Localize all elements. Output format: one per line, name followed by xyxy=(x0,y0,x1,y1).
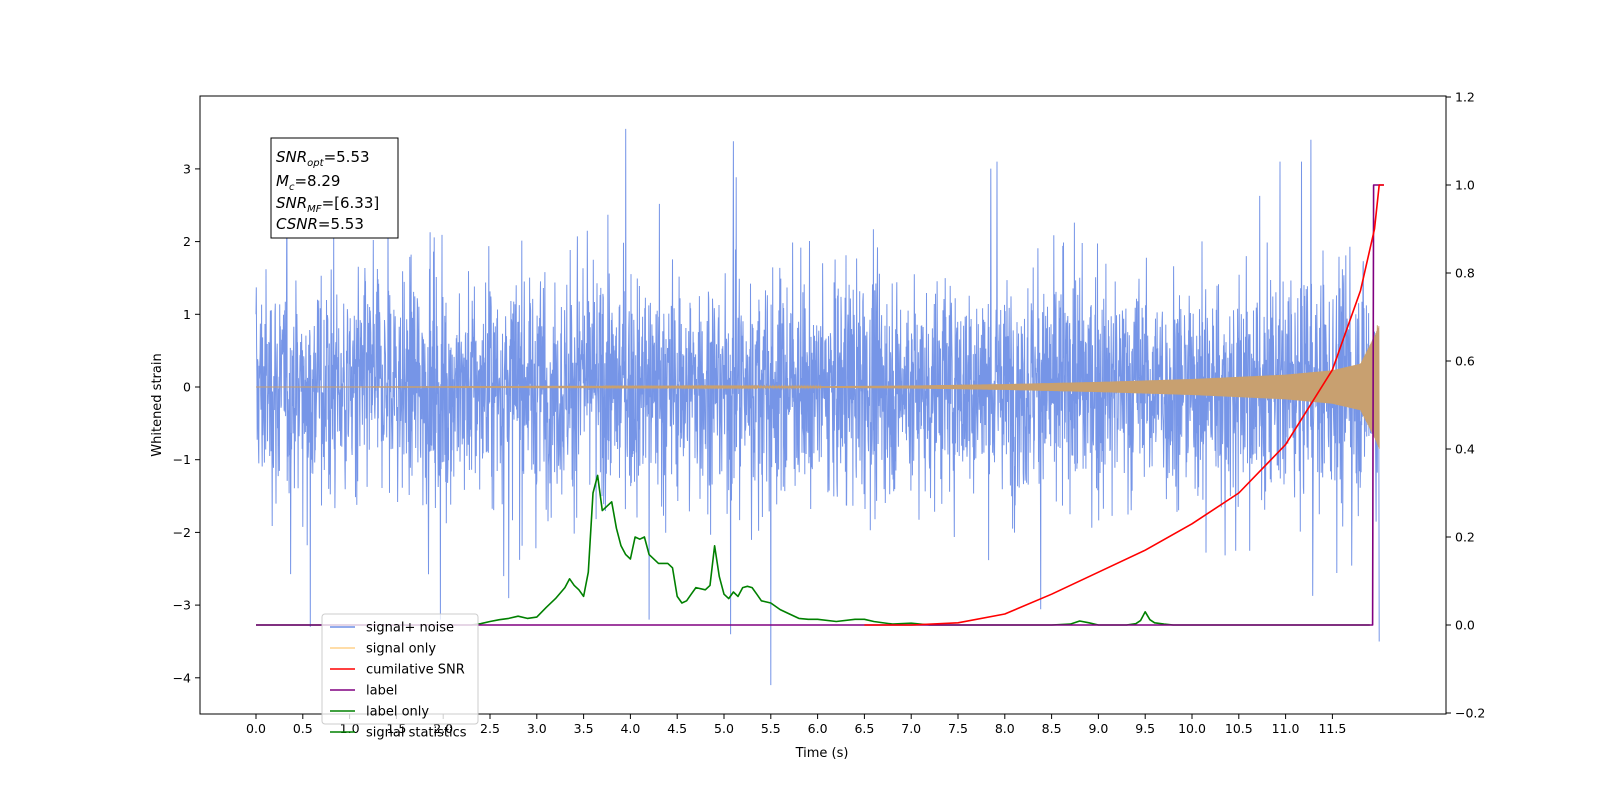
annotation-box: SNRopt=5.53 Mc=8.29 SNRMF=[6.33] CSNR=5.… xyxy=(270,137,399,239)
label-line xyxy=(256,184,1384,626)
series-cumulative-snr xyxy=(864,184,1384,626)
x-tick-label: 3.0 xyxy=(527,721,547,736)
annotation-mc: Mc=8.29 xyxy=(276,172,340,193)
x-tick-label: 2.5 xyxy=(480,721,500,736)
y-right-tick-label: 1.0 xyxy=(1455,178,1475,193)
y-right-tick-label: −0.2 xyxy=(1455,706,1485,721)
y-right-tick-label: 0.2 xyxy=(1455,530,1475,545)
x-tick-label: 9.0 xyxy=(1088,721,1108,736)
x-tick-label: 11.0 xyxy=(1272,721,1300,736)
x-tick-label: 3.5 xyxy=(574,721,594,736)
legend-label: label xyxy=(366,684,397,699)
x-tick-label: 6.0 xyxy=(808,721,828,736)
x-tick-label: 5.5 xyxy=(761,721,781,736)
x-tick-label: 6.5 xyxy=(854,721,874,736)
series-signal-noise xyxy=(255,128,1380,686)
x-tick-label: 0.0 xyxy=(246,721,266,736)
y-tick-label: 2 xyxy=(183,234,191,249)
y-tick-label: −2 xyxy=(173,525,191,540)
signal-noise-line xyxy=(255,128,1380,686)
y-axis-ticks: 3 2 1 0 −1 −2 −3 −4 xyxy=(173,161,200,685)
x-tick-label: 11.5 xyxy=(1318,721,1346,736)
x-tick-label: 7.5 xyxy=(948,721,968,736)
y-right-tick-label: 0.0 xyxy=(1455,618,1475,633)
y-axis-right-ticks: 1.2 1.0 0.8 0.6 0.4 0.2 0.0 −0.2 xyxy=(1446,90,1485,721)
y-right-tick-label: 0.6 xyxy=(1455,354,1475,369)
legend-label: signal only xyxy=(366,642,436,657)
x-tick-label: 8.5 xyxy=(1042,721,1062,736)
y-right-tick-label: 0.4 xyxy=(1455,442,1475,457)
y-axis-label: Whitened strain xyxy=(150,353,165,456)
y-right-tick-label: 1.2 xyxy=(1455,90,1475,105)
x-axis-label: Time (s) xyxy=(795,746,849,761)
x-tick-label: 4.5 xyxy=(667,721,687,736)
x-tick-label: 7.0 xyxy=(901,721,921,736)
x-tick-label: 8.0 xyxy=(995,721,1015,736)
y-tick-label: −3 xyxy=(173,598,191,613)
axes-frame xyxy=(199,95,1447,715)
x-tick-label: 9.5 xyxy=(1135,721,1155,736)
signal-only-merger xyxy=(1375,325,1380,427)
x-tick-label: 0.5 xyxy=(293,721,313,736)
y-tick-label: 3 xyxy=(183,161,191,176)
legend: signal+ noise signal only cumilative SNR la… xyxy=(321,613,479,741)
legend-label: signal statistics xyxy=(366,726,467,741)
legend-label: cumilative SNR xyxy=(366,663,465,678)
y-right-tick-label: 0.8 xyxy=(1455,266,1475,281)
x-tick-label: 5.0 xyxy=(714,721,734,736)
signal-only-line xyxy=(256,326,1380,449)
y-tick-label: 0 xyxy=(183,380,191,395)
annotation-snr-mf: SNRMF=[6.33] xyxy=(276,194,379,215)
x-tick-label: 1.5 xyxy=(386,721,406,736)
x-tick-label: 4.0 xyxy=(620,721,640,736)
series-label xyxy=(256,184,1384,626)
y-tick-label: −1 xyxy=(173,452,191,467)
y-tick-label: 1 xyxy=(183,307,191,322)
annotation-snr-opt: SNRopt=5.53 xyxy=(276,148,370,169)
legend-label: signal+ noise xyxy=(366,621,454,636)
y-tick-label: −4 xyxy=(173,670,191,685)
annotation-csnr: CSNR=5.53 xyxy=(276,215,364,233)
x-tick-label: 10.5 xyxy=(1225,721,1253,736)
cumilative-snr-line xyxy=(864,184,1384,626)
legend-label: label only xyxy=(366,705,429,720)
series-signal-only xyxy=(256,325,1380,449)
x-tick-label: 10.0 xyxy=(1178,721,1206,736)
x-axis-ticks: 0.0 0.5 1.0 1.5 2.0 2.5 3.0 3.5 4.0 4.5 5.0 5.5 6.0 6… xyxy=(246,714,1346,736)
x-tick-label: 2.0 xyxy=(433,721,453,736)
